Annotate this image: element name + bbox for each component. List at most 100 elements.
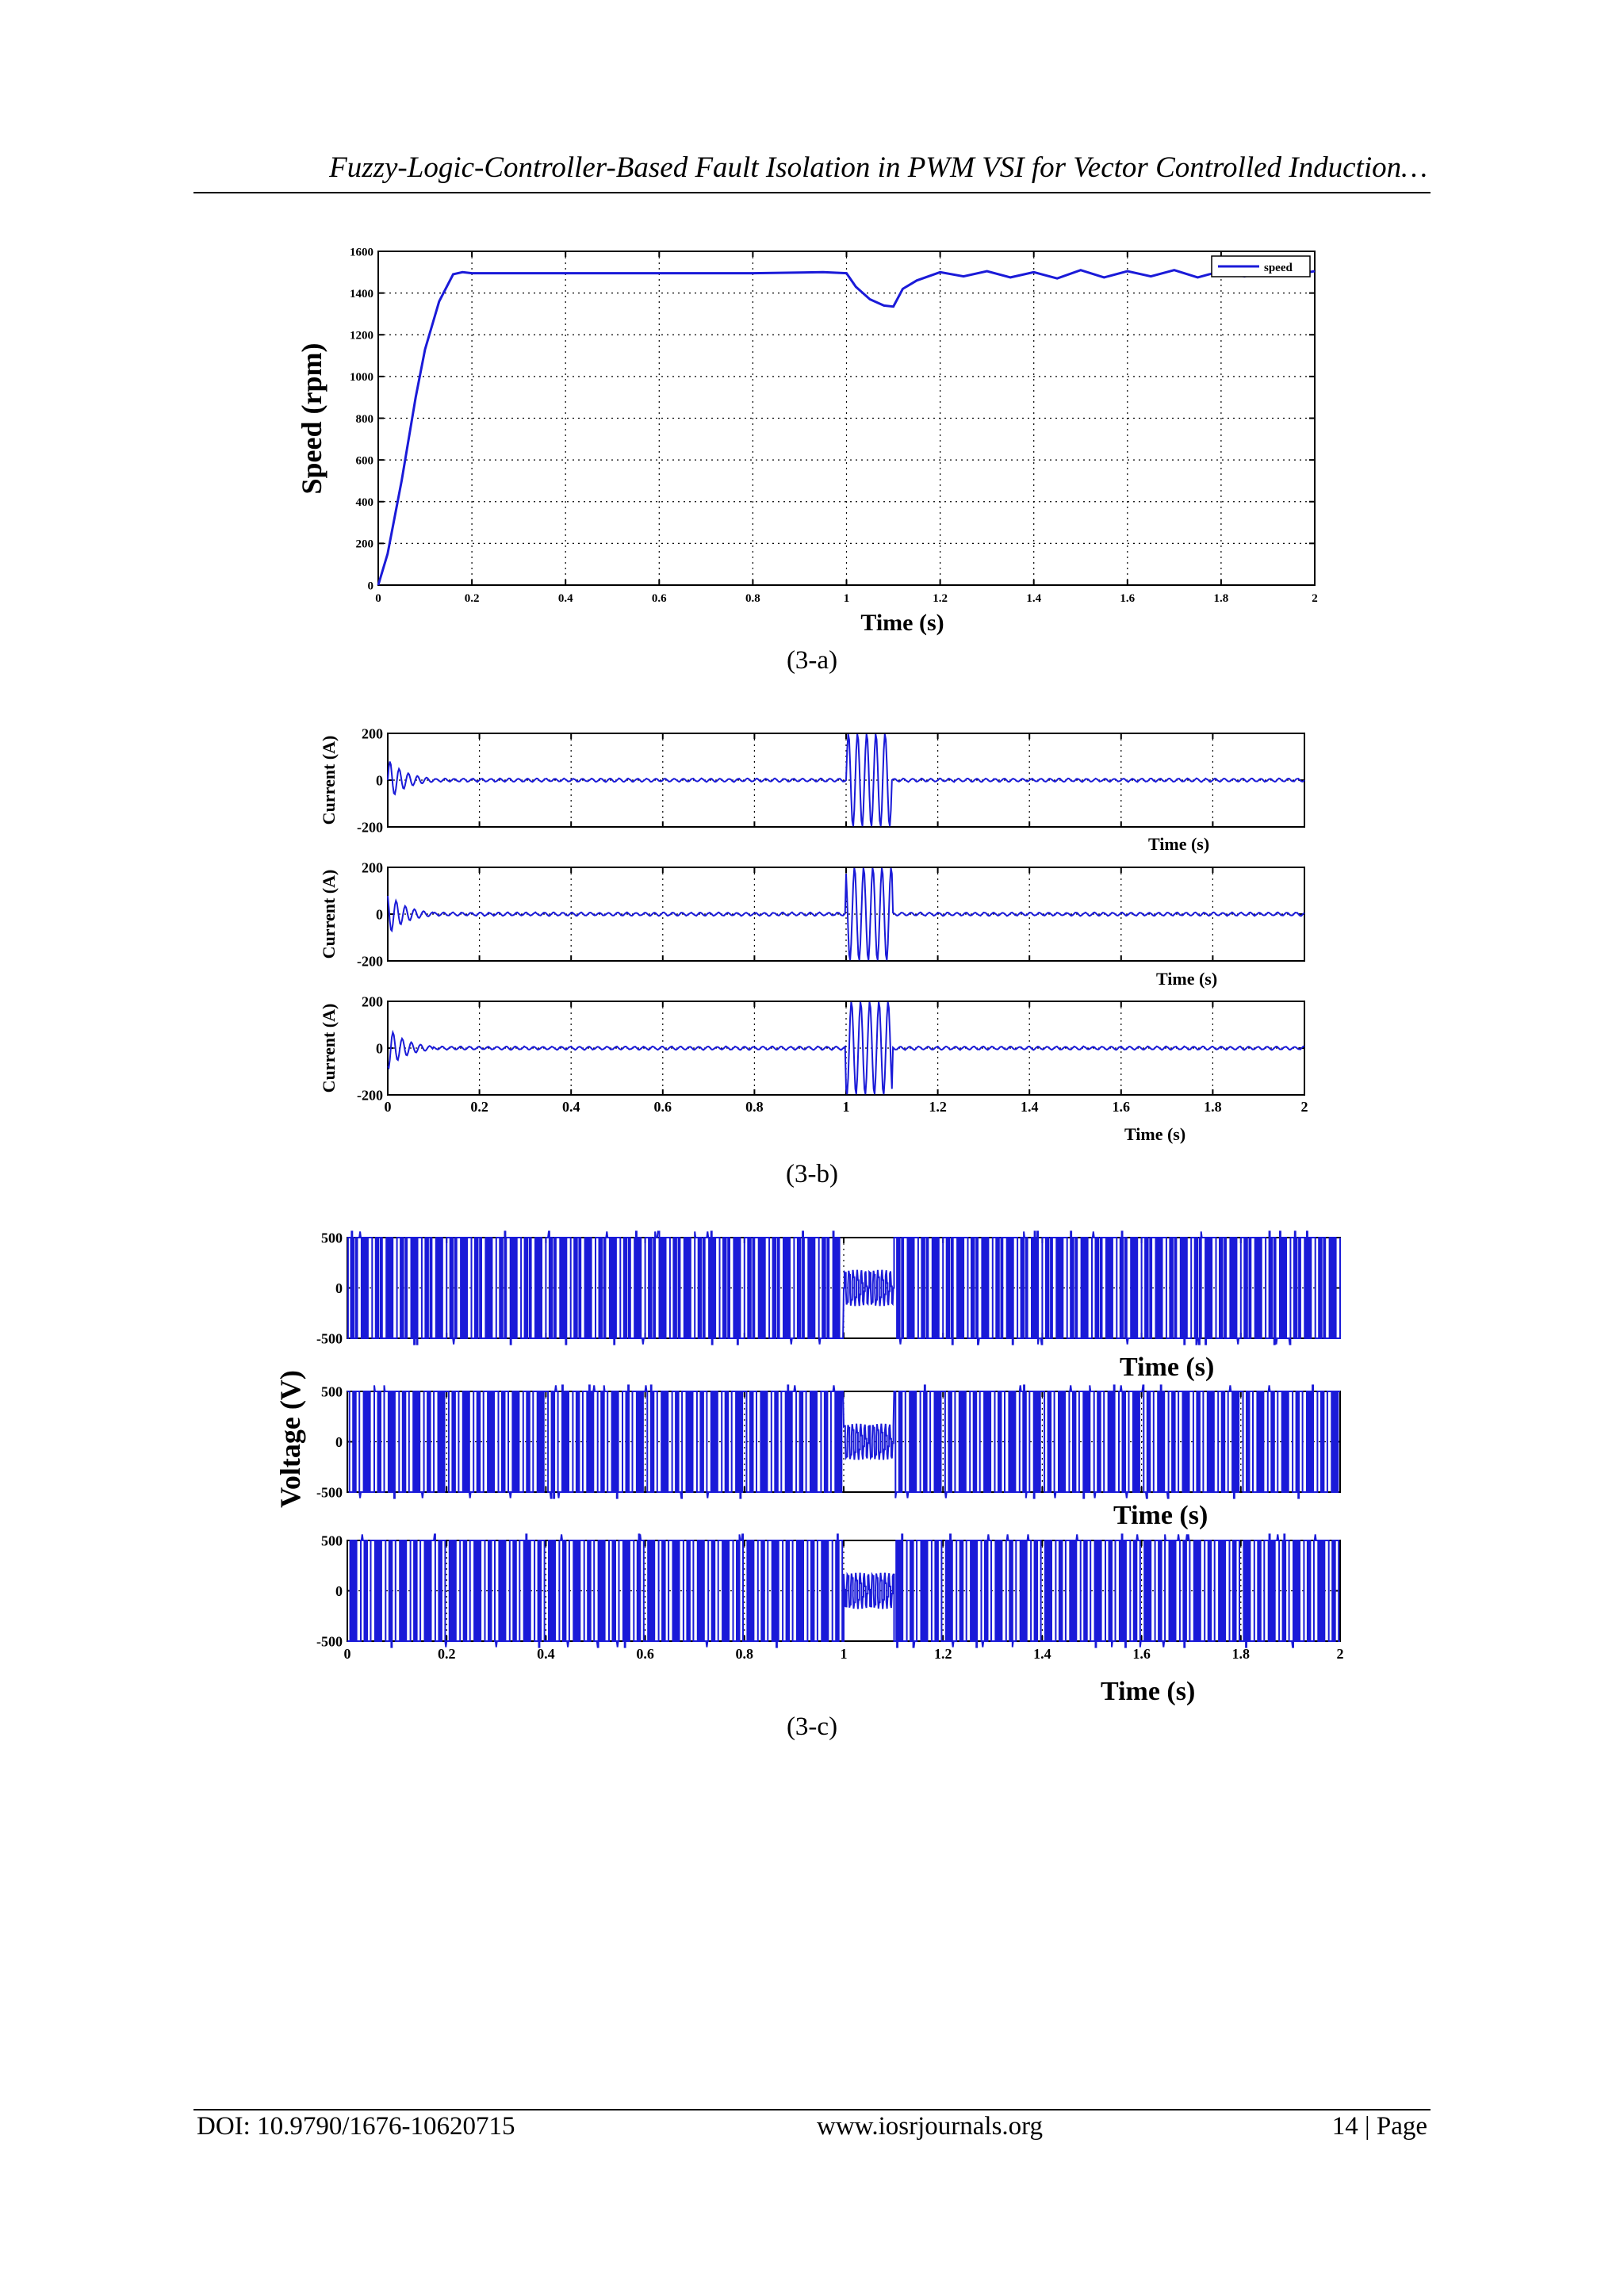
caption-3c: (3-c) bbox=[786, 1712, 838, 1741]
x-tick-label: 0 bbox=[385, 1099, 392, 1115]
x-tick-label: 1.8 bbox=[1214, 592, 1229, 605]
header-rule bbox=[193, 192, 1431, 193]
y-axis-label-1: Current (A) bbox=[319, 736, 339, 825]
plot-frame bbox=[347, 1540, 1341, 1642]
x-axis-label-1: Time (s) bbox=[1120, 1353, 1214, 1382]
x-tick-label: 0.2 bbox=[470, 1099, 488, 1115]
x-tick-label: 1.2 bbox=[933, 592, 948, 605]
y-axis-label-2: Current (A) bbox=[319, 870, 339, 959]
y-tick-label: -500 bbox=[316, 1330, 343, 1346]
x-axis-label-2: Time (s) bbox=[1113, 1501, 1208, 1530]
x-tick-label: 1.4 bbox=[1021, 1099, 1039, 1115]
plot-frame bbox=[387, 867, 1305, 962]
legend-label-speed: speed bbox=[1264, 262, 1293, 274]
y-tick-label: 200 bbox=[362, 725, 383, 741]
x-tick-label: 0.4 bbox=[562, 1099, 580, 1115]
voltage-2-axes: -500 0 500 bbox=[316, 1383, 1341, 1500]
current-2-axes: -200 0 200 bbox=[357, 859, 1305, 969]
plot-frame bbox=[377, 251, 1316, 586]
y-tick-label: 1600 bbox=[350, 246, 373, 258]
footer-doi: DOI: 10.9790/1676-10620715 bbox=[197, 2112, 515, 2141]
x-tick-label: 0.6 bbox=[654, 1099, 672, 1115]
x-axis-label: Time (s) bbox=[860, 610, 944, 636]
plot-frame bbox=[387, 1001, 1305, 1096]
speed-axes: 0 0.2 0.4 0.6 0.8 1 1.2 1.4 1.6 1.8 2 0 200 400 600 800… bbox=[350, 246, 1318, 605]
x-tick-label: 2 bbox=[1337, 1646, 1344, 1662]
footer-rule bbox=[193, 2109, 1431, 2110]
y-tick-label: 0 bbox=[376, 772, 383, 788]
x-tick-label: 1.2 bbox=[934, 1646, 952, 1662]
current-1-axes: -200 0 200 bbox=[357, 725, 1305, 835]
x-tick-label: 1.8 bbox=[1204, 1099, 1222, 1115]
x-tick-label: 0 bbox=[344, 1646, 351, 1662]
x-tick-label: 1.4 bbox=[1033, 1646, 1051, 1662]
voltage-series-line-1 bbox=[347, 1230, 1341, 1345]
y-tick-label: 800 bbox=[356, 413, 374, 426]
legend: speed bbox=[1211, 255, 1311, 277]
y-tick-label: 1400 bbox=[350, 288, 373, 300]
x-tick-label: 0 bbox=[375, 592, 381, 605]
running-header: Fuzzy-Logic-Controller-Based Fault Isola… bbox=[193, 151, 1431, 190]
y-tick-label: 0 bbox=[376, 1040, 383, 1056]
y-tick-label: -500 bbox=[316, 1484, 343, 1500]
plot-frame bbox=[347, 1237, 1341, 1339]
y-axis-label-3: Current (A) bbox=[319, 1004, 339, 1093]
x-axis-label-3: Time (s) bbox=[1124, 1124, 1185, 1144]
voltage-series-line-2 bbox=[347, 1384, 1340, 1499]
y-tick-label: 0 bbox=[335, 1434, 343, 1450]
x-tick-label: 1.8 bbox=[1232, 1646, 1251, 1662]
x-tick-label: 0.8 bbox=[736, 1646, 754, 1662]
x-tick-label: 1.6 bbox=[1120, 592, 1135, 605]
caption-3b: (3-b) bbox=[786, 1160, 838, 1188]
speed-series-line bbox=[377, 269, 1316, 586]
footer-page-number: 14 | Page bbox=[1331, 2112, 1427, 2141]
x-tick-label: 0.2 bbox=[465, 592, 480, 605]
y-tick-label: 0 bbox=[335, 1280, 343, 1296]
y-tick-label: 0 bbox=[335, 1583, 343, 1599]
y-tick-label: 500 bbox=[321, 1383, 343, 1399]
y-tick-label: 0 bbox=[376, 906, 383, 922]
x-tick-label: 0.6 bbox=[652, 592, 667, 605]
y-tick-label: 400 bbox=[356, 496, 374, 509]
x-tick-label: 0.8 bbox=[745, 592, 760, 605]
voltage-series-line-3 bbox=[347, 1533, 1340, 1648]
y-tick-label: -500 bbox=[316, 1633, 343, 1649]
running-header-title: Fuzzy-Logic-Controller-Based Fault Isola… bbox=[329, 151, 1427, 184]
y-tick-label: -200 bbox=[357, 1087, 383, 1103]
plot-frame bbox=[387, 733, 1305, 828]
x-axis-label-3: Time (s) bbox=[1101, 1677, 1195, 1706]
x-tick-label: 1.6 bbox=[1132, 1646, 1151, 1662]
x-tick-label: 0.8 bbox=[745, 1099, 764, 1115]
y-tick-label: 500 bbox=[321, 1533, 343, 1548]
y-tick-label: -200 bbox=[357, 953, 383, 969]
legend-box bbox=[1211, 255, 1311, 277]
current-series-line-3 bbox=[387, 1001, 1305, 1095]
x-tick-label: 2 bbox=[1312, 592, 1318, 605]
current-series-line-2 bbox=[387, 867, 1305, 961]
current-series-line-1 bbox=[387, 733, 1305, 827]
y-tick-label: 500 bbox=[321, 1230, 343, 1246]
plot-frame bbox=[347, 1391, 1341, 1493]
y-tick-label: 200 bbox=[362, 859, 383, 875]
y-tick-label: 0 bbox=[368, 580, 374, 592]
y-tick-label: 200 bbox=[356, 538, 374, 551]
y-tick-label: -200 bbox=[357, 819, 383, 835]
caption-3a: (3-a) bbox=[786, 646, 838, 675]
x-tick-label: 0.6 bbox=[636, 1646, 654, 1662]
x-tick-label: 1 bbox=[843, 1099, 850, 1115]
x-tick-label: 2 bbox=[1301, 1099, 1308, 1115]
x-axis-label-1: Time (s) bbox=[1148, 834, 1209, 854]
x-tick-label: 1.2 bbox=[929, 1099, 947, 1115]
x-tick-label: 1.6 bbox=[1113, 1099, 1131, 1115]
y-tick-label: 200 bbox=[362, 993, 383, 1009]
x-tick-label: 0.2 bbox=[438, 1646, 456, 1662]
y-tick-label: 600 bbox=[356, 454, 374, 467]
x-axis-label-2: Time (s) bbox=[1156, 969, 1217, 989]
x-tick-label: 0.4 bbox=[558, 592, 573, 605]
x-tick-label: 1.4 bbox=[1026, 592, 1041, 605]
y-axis-label: Speed (rpm) bbox=[296, 343, 327, 495]
y-tick-label: 1200 bbox=[350, 330, 373, 342]
